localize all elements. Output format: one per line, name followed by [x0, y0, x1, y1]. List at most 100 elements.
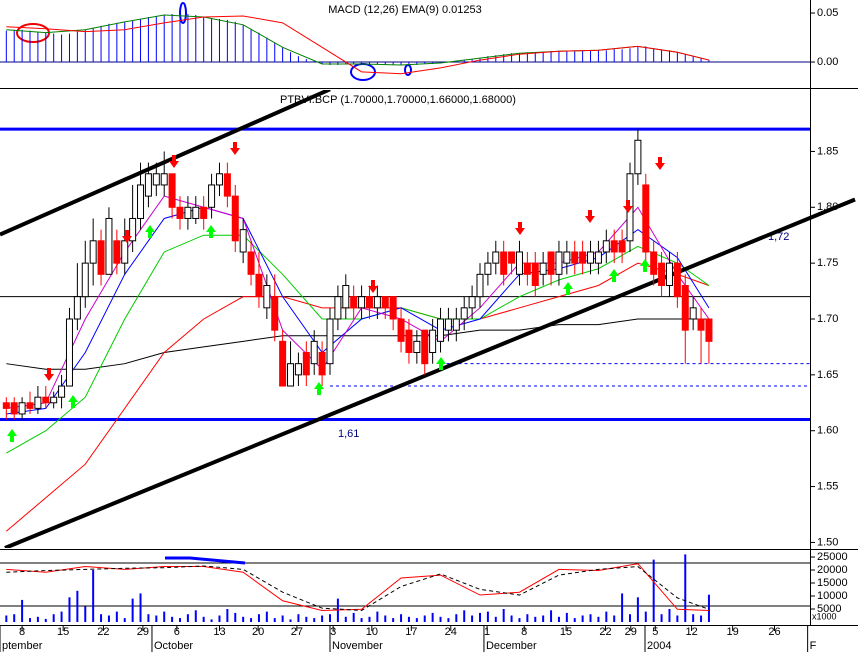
- y-tick-label: 25000: [817, 551, 848, 563]
- volume-unit: x1000: [812, 611, 837, 621]
- x-tick-label: 26: [768, 626, 780, 638]
- candle-body: [129, 217, 137, 242]
- candle-body: [160, 173, 168, 186]
- candle-body: [255, 273, 263, 298]
- y-tick-label: 0.00: [817, 56, 838, 68]
- buy-arrow: [145, 225, 155, 238]
- candle-body: [50, 396, 58, 404]
- candle-body: [365, 296, 373, 309]
- x-tick-label: 29: [625, 626, 637, 638]
- candle-body: [650, 251, 658, 275]
- line: [6, 563, 709, 611]
- sell-arrow: [623, 200, 633, 213]
- candle-body: [208, 184, 216, 208]
- candle-body: [318, 352, 326, 376]
- sell-arrow: [655, 157, 665, 170]
- x-tick-label: 13: [213, 626, 225, 638]
- x-tick-label: 6: [174, 626, 180, 638]
- month-label: December: [486, 640, 537, 652]
- candle-body: [642, 184, 650, 253]
- candle-body: [137, 184, 145, 219]
- buy-arrow: [68, 395, 78, 408]
- buy-arrow: [563, 282, 573, 295]
- divergence-line: [165, 556, 246, 565]
- candle-body: [579, 251, 587, 264]
- buy-arrow: [640, 259, 650, 272]
- candle-body: [689, 307, 697, 320]
- candle-body: [547, 251, 555, 275]
- candle-body: [405, 329, 413, 354]
- candle-body: [460, 307, 468, 320]
- candle-body: [65, 318, 73, 387]
- y-tick-label: 0.05: [817, 7, 838, 19]
- candle-body: [610, 240, 618, 253]
- candle-body: [634, 139, 642, 175]
- y-tick-label: 15000: [817, 577, 848, 589]
- candle-body: [697, 318, 705, 331]
- highlight-ellipse: [16, 23, 50, 43]
- candle-body: [350, 296, 358, 309]
- candle-body: [10, 402, 18, 415]
- candle-body: [539, 262, 547, 275]
- candle-body: [381, 296, 389, 309]
- x-tick-label: 12: [685, 626, 697, 638]
- candle-body: [500, 251, 508, 275]
- x-tick-label: 15: [57, 626, 69, 638]
- month-label: October: [154, 640, 193, 652]
- sell-arrow: [230, 142, 240, 155]
- y-tick-label: 1.50: [817, 536, 838, 548]
- candle-body: [287, 363, 295, 387]
- y-tick-label: 10000: [817, 590, 848, 602]
- x-tick-label: 24: [445, 626, 457, 638]
- candle-body: [397, 318, 405, 342]
- buy-arrow: [7, 429, 17, 442]
- candle-body: [176, 206, 184, 219]
- candle-body: [476, 273, 484, 298]
- x-tick-label: 15: [560, 626, 572, 638]
- candle-body: [594, 251, 602, 264]
- sell-arrow: [44, 368, 54, 381]
- candle-body: [2, 402, 10, 409]
- sell-arrow: [585, 210, 595, 223]
- x-tick-label: 17: [405, 626, 417, 638]
- candle-body: [334, 296, 342, 320]
- price-title: PTBVI.BCP (1.70000,1.70000,1.66000,1.680…: [280, 94, 516, 106]
- candle-body: [342, 284, 350, 309]
- buy-arrow: [609, 269, 619, 282]
- plot-area: [0, 90, 856, 548]
- candle-body: [444, 318, 452, 331]
- candle-body: [144, 173, 152, 197]
- candle-body: [97, 240, 105, 275]
- month-label: ptember: [2, 640, 43, 652]
- y-tick-label: 5000: [817, 603, 841, 615]
- candle-body: [152, 173, 160, 186]
- candle-body: [492, 251, 500, 264]
- x-tick-label: 20: [252, 626, 264, 638]
- candle-body: [215, 173, 223, 186]
- candle-body: [192, 206, 200, 219]
- y-tick-label: 1.70: [817, 313, 838, 325]
- y-tick-label: 1.85: [817, 145, 838, 157]
- x-tick-label: 1: [484, 626, 490, 638]
- sell-arrow: [122, 230, 132, 243]
- candle-body: [121, 240, 129, 264]
- candle-body: [413, 340, 421, 354]
- candle-body: [113, 240, 121, 264]
- trend-line: [0, 90, 331, 237]
- candle-body: [81, 262, 89, 298]
- month-label: November: [332, 640, 383, 652]
- y-tick-label: 1.60: [817, 425, 838, 437]
- x-tick-label: 5: [652, 626, 658, 638]
- line: [6, 318, 709, 370]
- sell-arrow: [169, 155, 179, 168]
- candle-body: [515, 251, 523, 275]
- y-tick-label: 1.55: [817, 480, 838, 492]
- y-tick-label: 20000: [817, 564, 848, 576]
- candle-body: [421, 329, 429, 365]
- trend-line: [4, 197, 856, 548]
- candle-body: [673, 262, 681, 298]
- candle-body: [58, 385, 66, 398]
- candle-body: [73, 296, 81, 320]
- sell-arrow: [515, 222, 525, 235]
